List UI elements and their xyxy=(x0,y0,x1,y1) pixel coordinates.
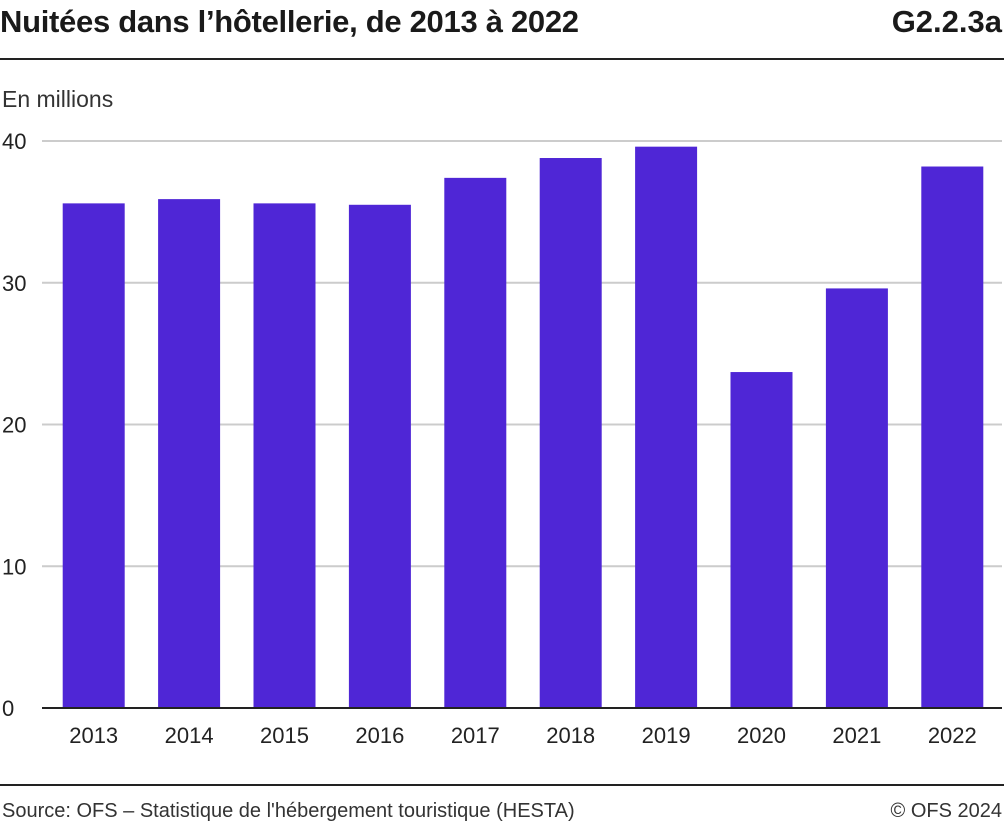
x-tick-label-2022: 2022 xyxy=(928,723,977,748)
x-tick-label-2020: 2020 xyxy=(737,723,786,748)
bar-2022 xyxy=(921,166,984,708)
y-axis-unit-label: En millions xyxy=(2,86,114,112)
source-note: Source: OFS – Statistique de l'hébergeme… xyxy=(2,800,575,822)
bottom-divider xyxy=(0,784,1004,786)
bar-2015 xyxy=(253,203,316,708)
x-tick-label-2018: 2018 xyxy=(546,723,595,748)
bar-2014 xyxy=(158,199,221,708)
bar-2016 xyxy=(348,204,411,708)
y-axis-ticks: 0 10 20 30 40 xyxy=(2,129,26,721)
x-tick-label-2017: 2017 xyxy=(451,723,500,748)
x-tick-label-2019: 2019 xyxy=(642,723,691,748)
chart-code: G2.2.3a xyxy=(891,4,1002,39)
x-axis-ticks: 2013 2014 2015 2016 2017 2018 2019 2020 2021 2022 xyxy=(69,723,977,748)
x-tick-label-2015: 2015 xyxy=(260,723,309,748)
bar-2019 xyxy=(635,146,698,709)
top-divider xyxy=(0,58,1004,60)
y-tick-label: 20 xyxy=(2,413,26,438)
y-tick-label: 0 xyxy=(2,696,14,721)
x-tick-label-2021: 2021 xyxy=(832,723,881,748)
y-tick-label: 30 xyxy=(2,271,26,296)
bar-2017 xyxy=(444,177,507,709)
bar-2018 xyxy=(539,158,602,708)
bar-2013 xyxy=(62,203,125,708)
bars xyxy=(62,146,984,709)
x-tick-label-2016: 2016 xyxy=(355,723,404,748)
bar-2021 xyxy=(825,288,888,708)
x-tick-label-2014: 2014 xyxy=(165,723,214,748)
y-tick-label: 10 xyxy=(2,554,26,579)
chart-title: Nuitées dans l’hôtellerie, de 2013 à 202… xyxy=(0,4,579,39)
copyright-note: © OFS 2024 xyxy=(890,800,1002,822)
x-tick-label-2013: 2013 xyxy=(69,723,118,748)
y-tick-label: 40 xyxy=(2,129,26,154)
bar-2020 xyxy=(730,372,793,708)
